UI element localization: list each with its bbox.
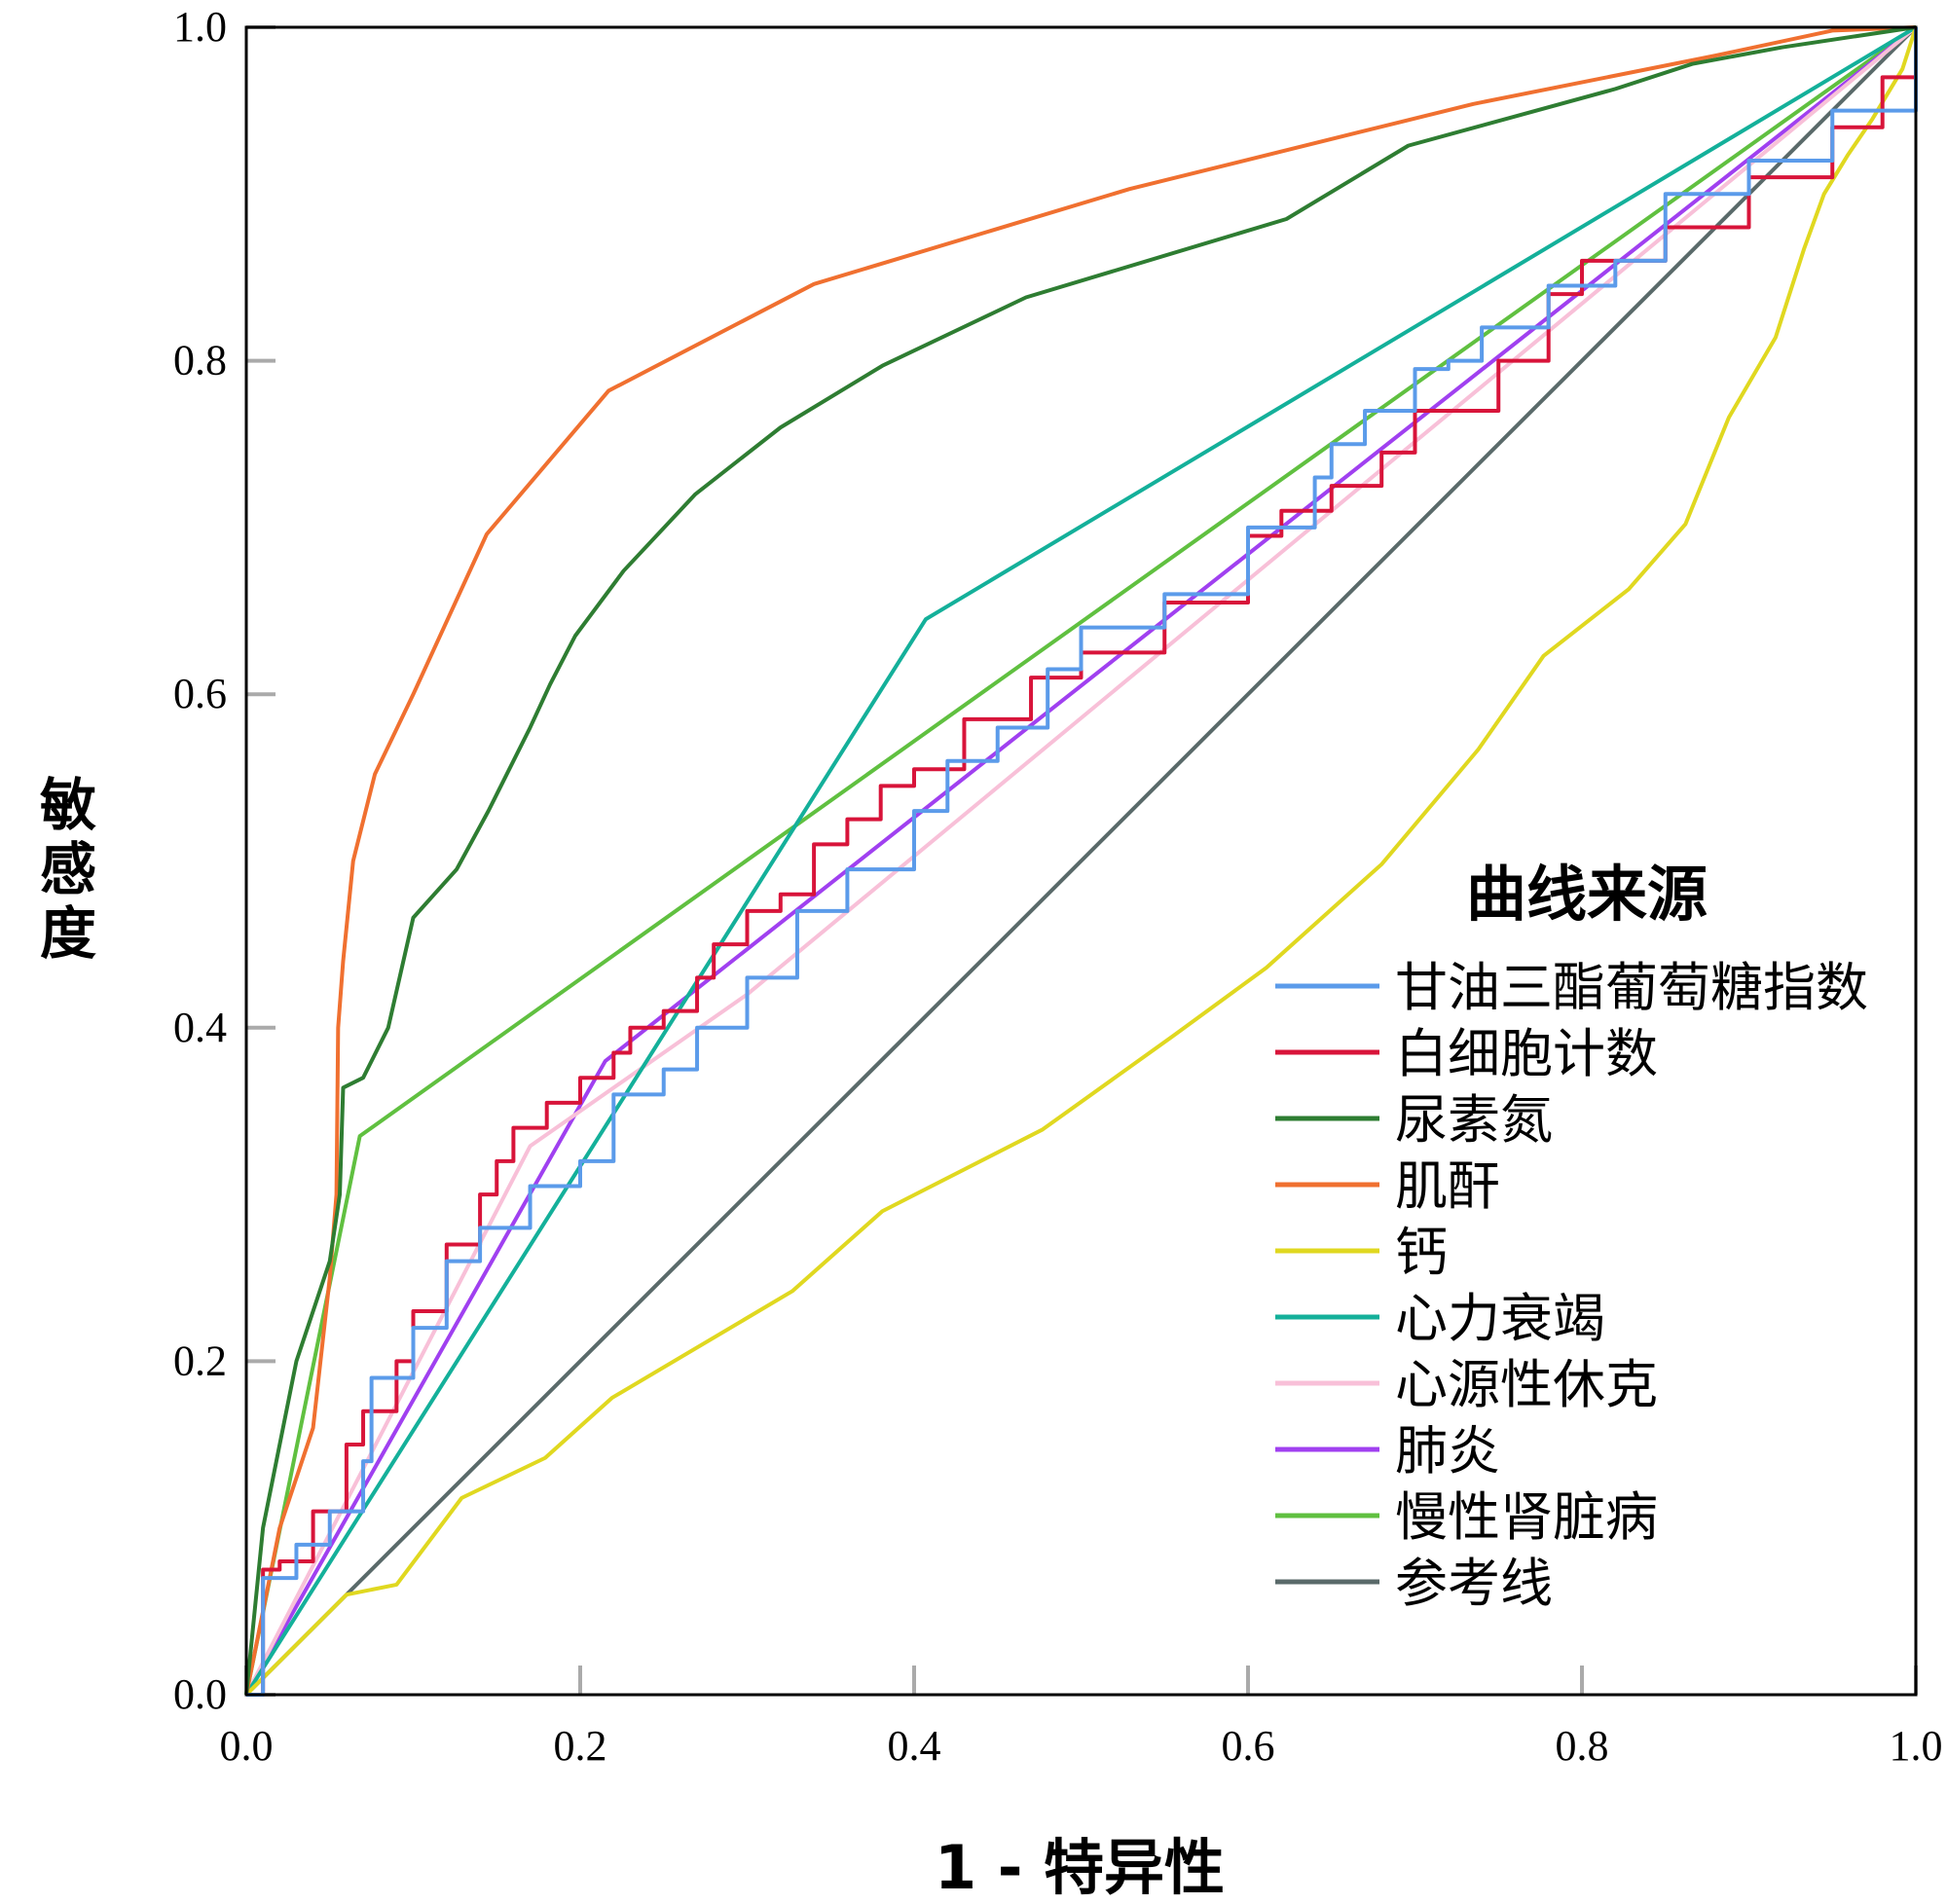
series-line-尿素氮 [244, 25, 1917, 1696]
y-axis-label: 敏感度 [30, 775, 96, 968]
legend-label: 白细胞计数 [1395, 1023, 1658, 1084]
series-line-肺炎 [244, 25, 1918, 1696]
plot-border [244, 25, 1918, 1697]
y-tick-label: 0.8 [173, 337, 227, 384]
series-line-肌酐 [244, 25, 1917, 1696]
legend-label: 肺炎 [1395, 1420, 1500, 1482]
series-line-心力衰竭 [244, 25, 1918, 1697]
axis-ticks: 0.0 0.2 0.4 0.6 0.8 1.0 0.0 0.2 0.4 0.6 0.8 1.0 [173, 3, 1943, 1770]
x-tick-label: 0.6 [1222, 1722, 1275, 1770]
x-axis-label: 1 - 特异性 [935, 1832, 1225, 1903]
legend-label: 尿素氮 [1395, 1089, 1553, 1151]
series-line-钙 [244, 26, 1918, 1697]
y-tick-label: 0.6 [173, 670, 227, 717]
y-tick-label: 0.2 [173, 1336, 227, 1384]
legend-label: 慢性肾脏病 [1395, 1486, 1658, 1548]
x-tick-label: 0.8 [1556, 1722, 1609, 1770]
y-tick-label: 1.0 [173, 3, 227, 51]
y-tick-label: 0.4 [173, 1004, 227, 1051]
series-line-甘油三酯葡萄糖指数 [246, 27, 1918, 1697]
legend-label: 心力衰竭 [1395, 1288, 1605, 1349]
roc-curves [244, 25, 1918, 1697]
x-tick-label: 1.0 [1890, 1722, 1943, 1770]
y-tick-label: 0.0 [173, 1670, 227, 1718]
x-tick-label: 0.4 [888, 1722, 941, 1770]
x-tick-label: 0.0 [220, 1722, 274, 1770]
series-line-参考线 [244, 25, 1918, 1697]
legend-label: 肌酐 [1395, 1155, 1500, 1217]
plot-frame [244, 25, 1918, 1697]
legend-label: 参考线 [1395, 1553, 1553, 1614]
legend: 曲线来源 甘油三酯葡萄糖指数白细胞计数尿素氮肌酐钙心力衰竭心源性休克肺炎慢性肾脏… [1275, 859, 1868, 1614]
legend-label: 钙 [1395, 1222, 1448, 1283]
legend-title: 曲线来源 [1466, 859, 1708, 930]
legend-label: 甘油三酯葡萄糖指数 [1395, 957, 1868, 1018]
legend-label: 心源性休克 [1395, 1354, 1658, 1415]
x-tick-label: 0.2 [554, 1722, 607, 1770]
